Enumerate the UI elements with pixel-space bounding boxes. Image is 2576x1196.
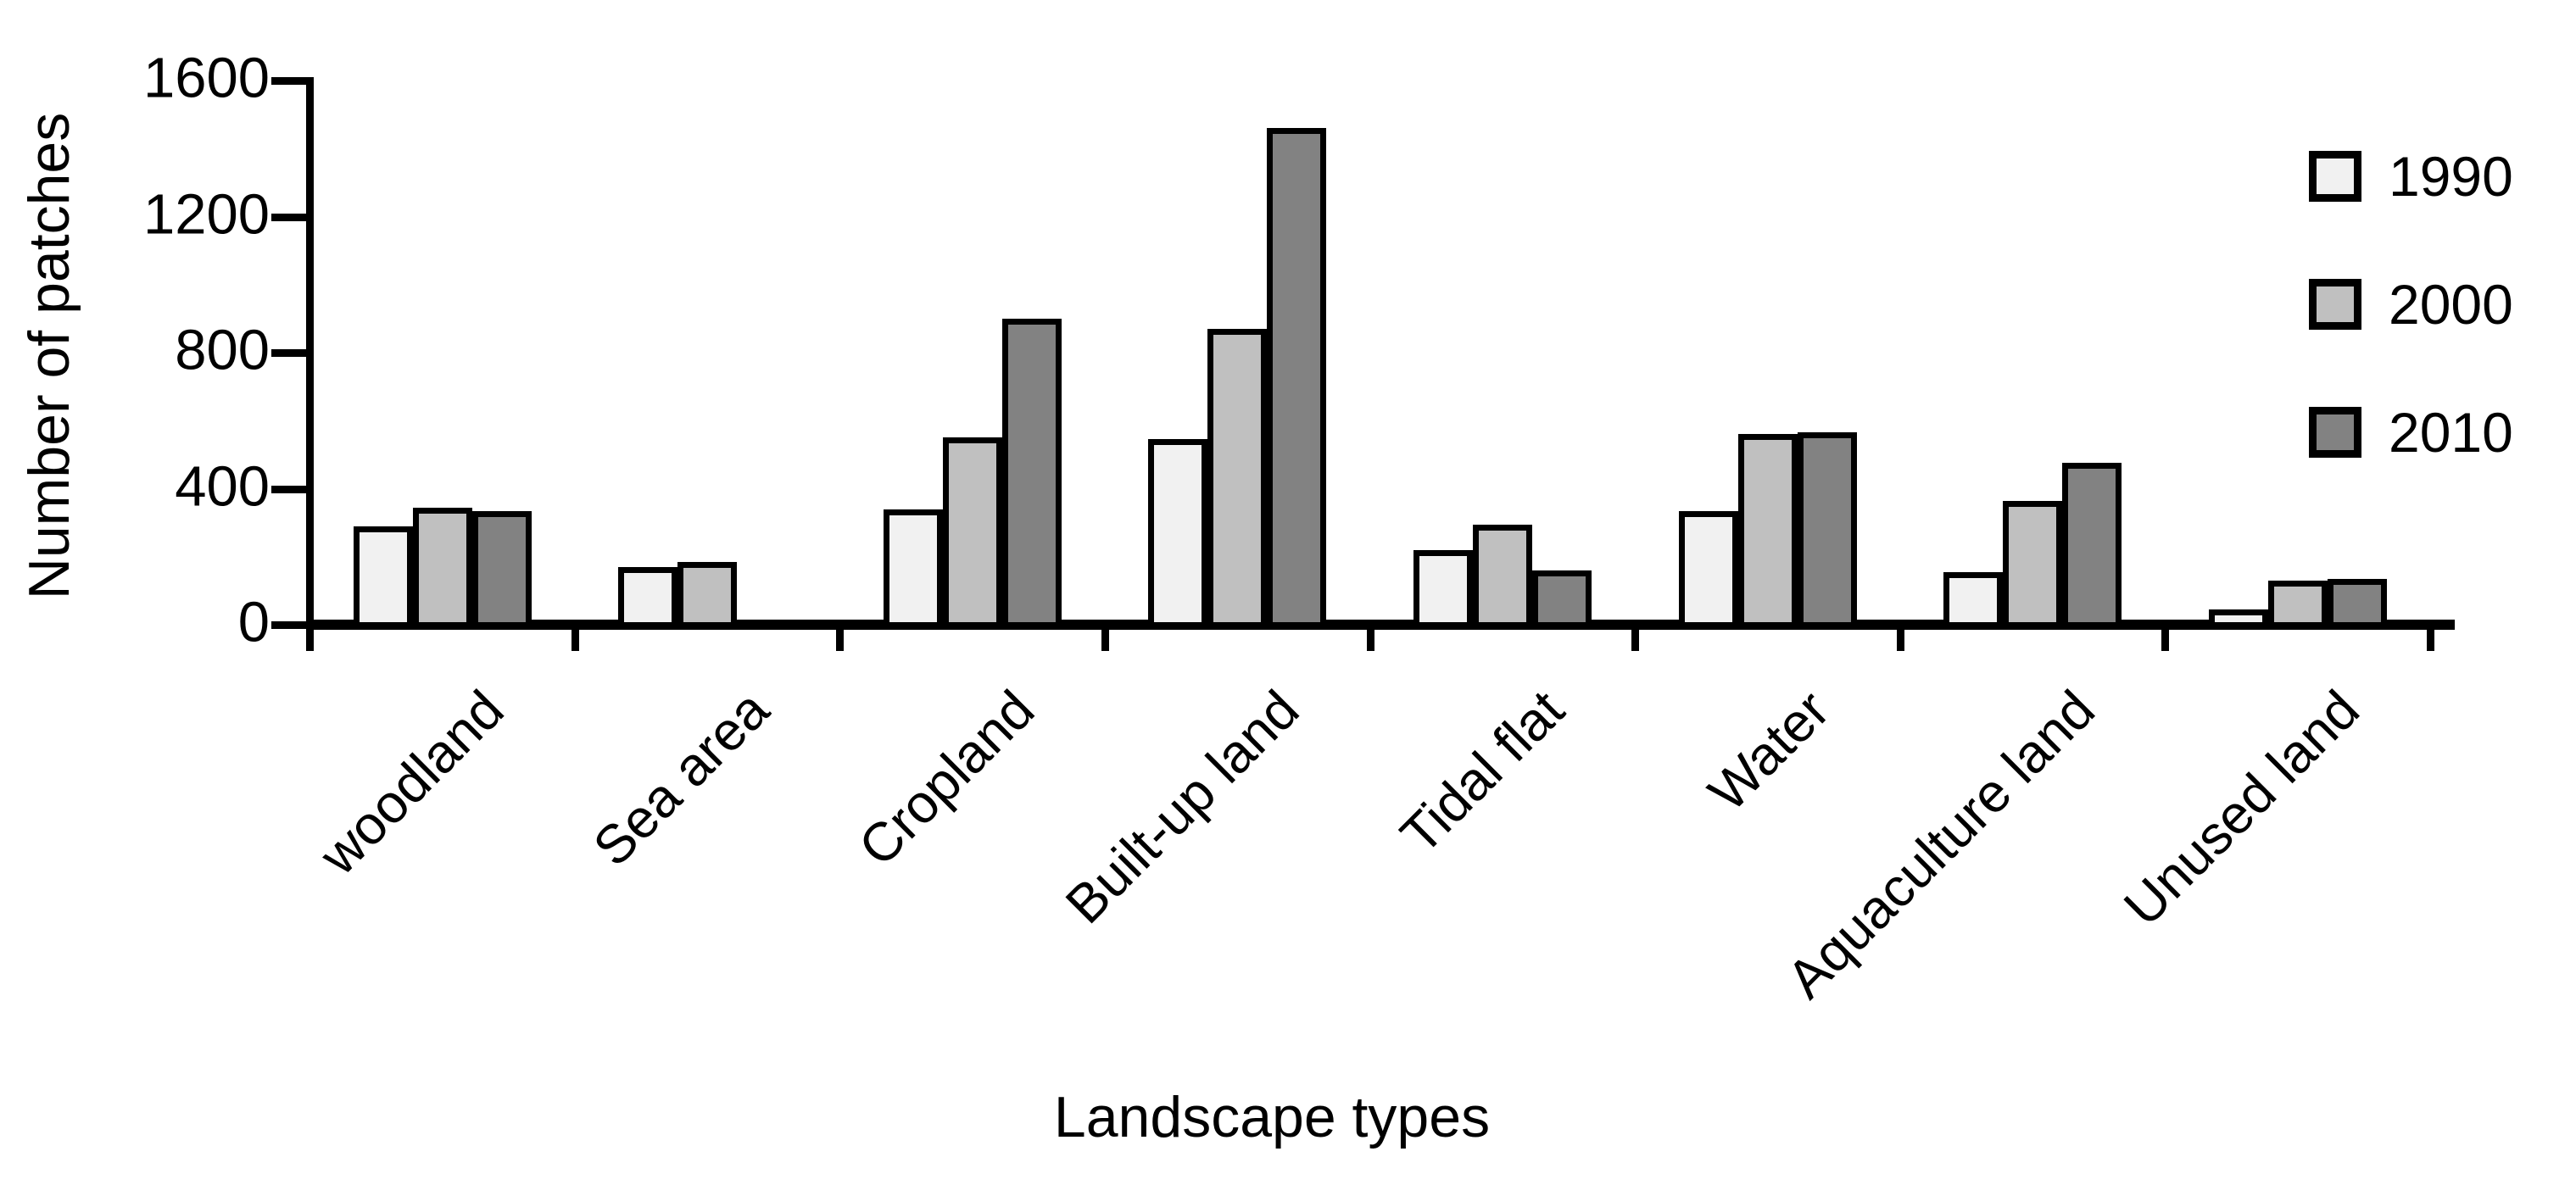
bar-built-up-land-2000 [1207,328,1268,628]
x-tick-0 [306,625,314,651]
x-tick-2 [836,625,845,651]
x-tick-4 [1366,625,1374,651]
bar-woodland-1990 [353,526,413,628]
x-tick-5 [1631,625,1640,651]
bar-aquaculture-land-2000 [2003,500,2063,628]
bar-built-up-land-1990 [1148,439,1208,628]
bar-cropland-2010 [1001,318,1062,628]
bar-cropland-1990 [883,509,943,628]
bar-unused-land-2010 [2327,578,2387,628]
legend-item-1990: 1990 [2309,145,2513,208]
x-tick-6 [1896,625,1904,651]
bar-woodland-2000 [412,507,472,628]
x-category-label-tidal-flat: Tidal flat [1389,678,1576,865]
x-tick-7 [2161,625,2170,651]
y-tick-label-800: 800 [175,318,270,382]
bar-tidal-flat-2000 [1473,524,1532,628]
x-axis-title: Landscape types [1053,1085,1491,1149]
x-category-label-cropland: Cropland [846,678,1046,878]
x-category-label-built-up-land: Built-up land [1054,678,1311,936]
y-tick-1600 [271,77,310,85]
bar-sea-area-2000 [677,561,738,628]
legend-item-2010: 2010 [2309,401,2513,464]
bar-aquaculture-land-1990 [1943,571,2004,628]
x-tick-8 [2427,625,2434,651]
legend-swatch-2010 [2309,407,2361,458]
y-tick-label-0: 0 [237,590,270,654]
y-tick-1200 [271,213,310,221]
y-tick-400 [271,485,310,493]
bar-woodland-2010 [471,510,532,628]
bar-water-2000 [1737,434,1798,628]
x-category-label-woodland: woodland [308,678,516,887]
legend-item-2000: 2000 [2309,273,2513,336]
bar-sea-area-1990 [618,566,678,628]
bar-built-up-land-2010 [1267,128,1327,628]
y-tick-label-400: 400 [175,453,270,518]
legend-swatch-2000 [2309,279,2361,330]
bar-cropland-2000 [942,437,1002,628]
legend-label-2010: 2010 [2389,401,2513,464]
bar-unused-land-1990 [2208,609,2268,628]
y-tick-label-1200: 1200 [142,181,270,246]
x-category-label-sea-area: Sea area [581,678,781,878]
x-category-label-water: Water [1697,678,1842,823]
legend-swatch-1990 [2309,151,2361,202]
bar-tidal-flat-2010 [1532,570,1592,628]
bar-aquaculture-land-2010 [2062,463,2122,628]
y-tick-0 [271,621,310,629]
bar-water-2010 [1797,432,1857,628]
y-tick-800 [271,349,310,357]
x-tick-3 [1101,625,1109,651]
bar-tidal-flat-1990 [1413,549,1473,628]
bar-water-1990 [1678,510,1738,628]
y-tick-label-1600: 1600 [142,46,270,110]
bar-unused-land-2000 [2267,580,2328,628]
x-category-label-unused-land: Unused land [2112,678,2372,937]
legend-label-1990: 1990 [2389,145,2513,208]
legend-label-2000: 2000 [2389,273,2513,336]
x-tick-1 [571,625,579,651]
